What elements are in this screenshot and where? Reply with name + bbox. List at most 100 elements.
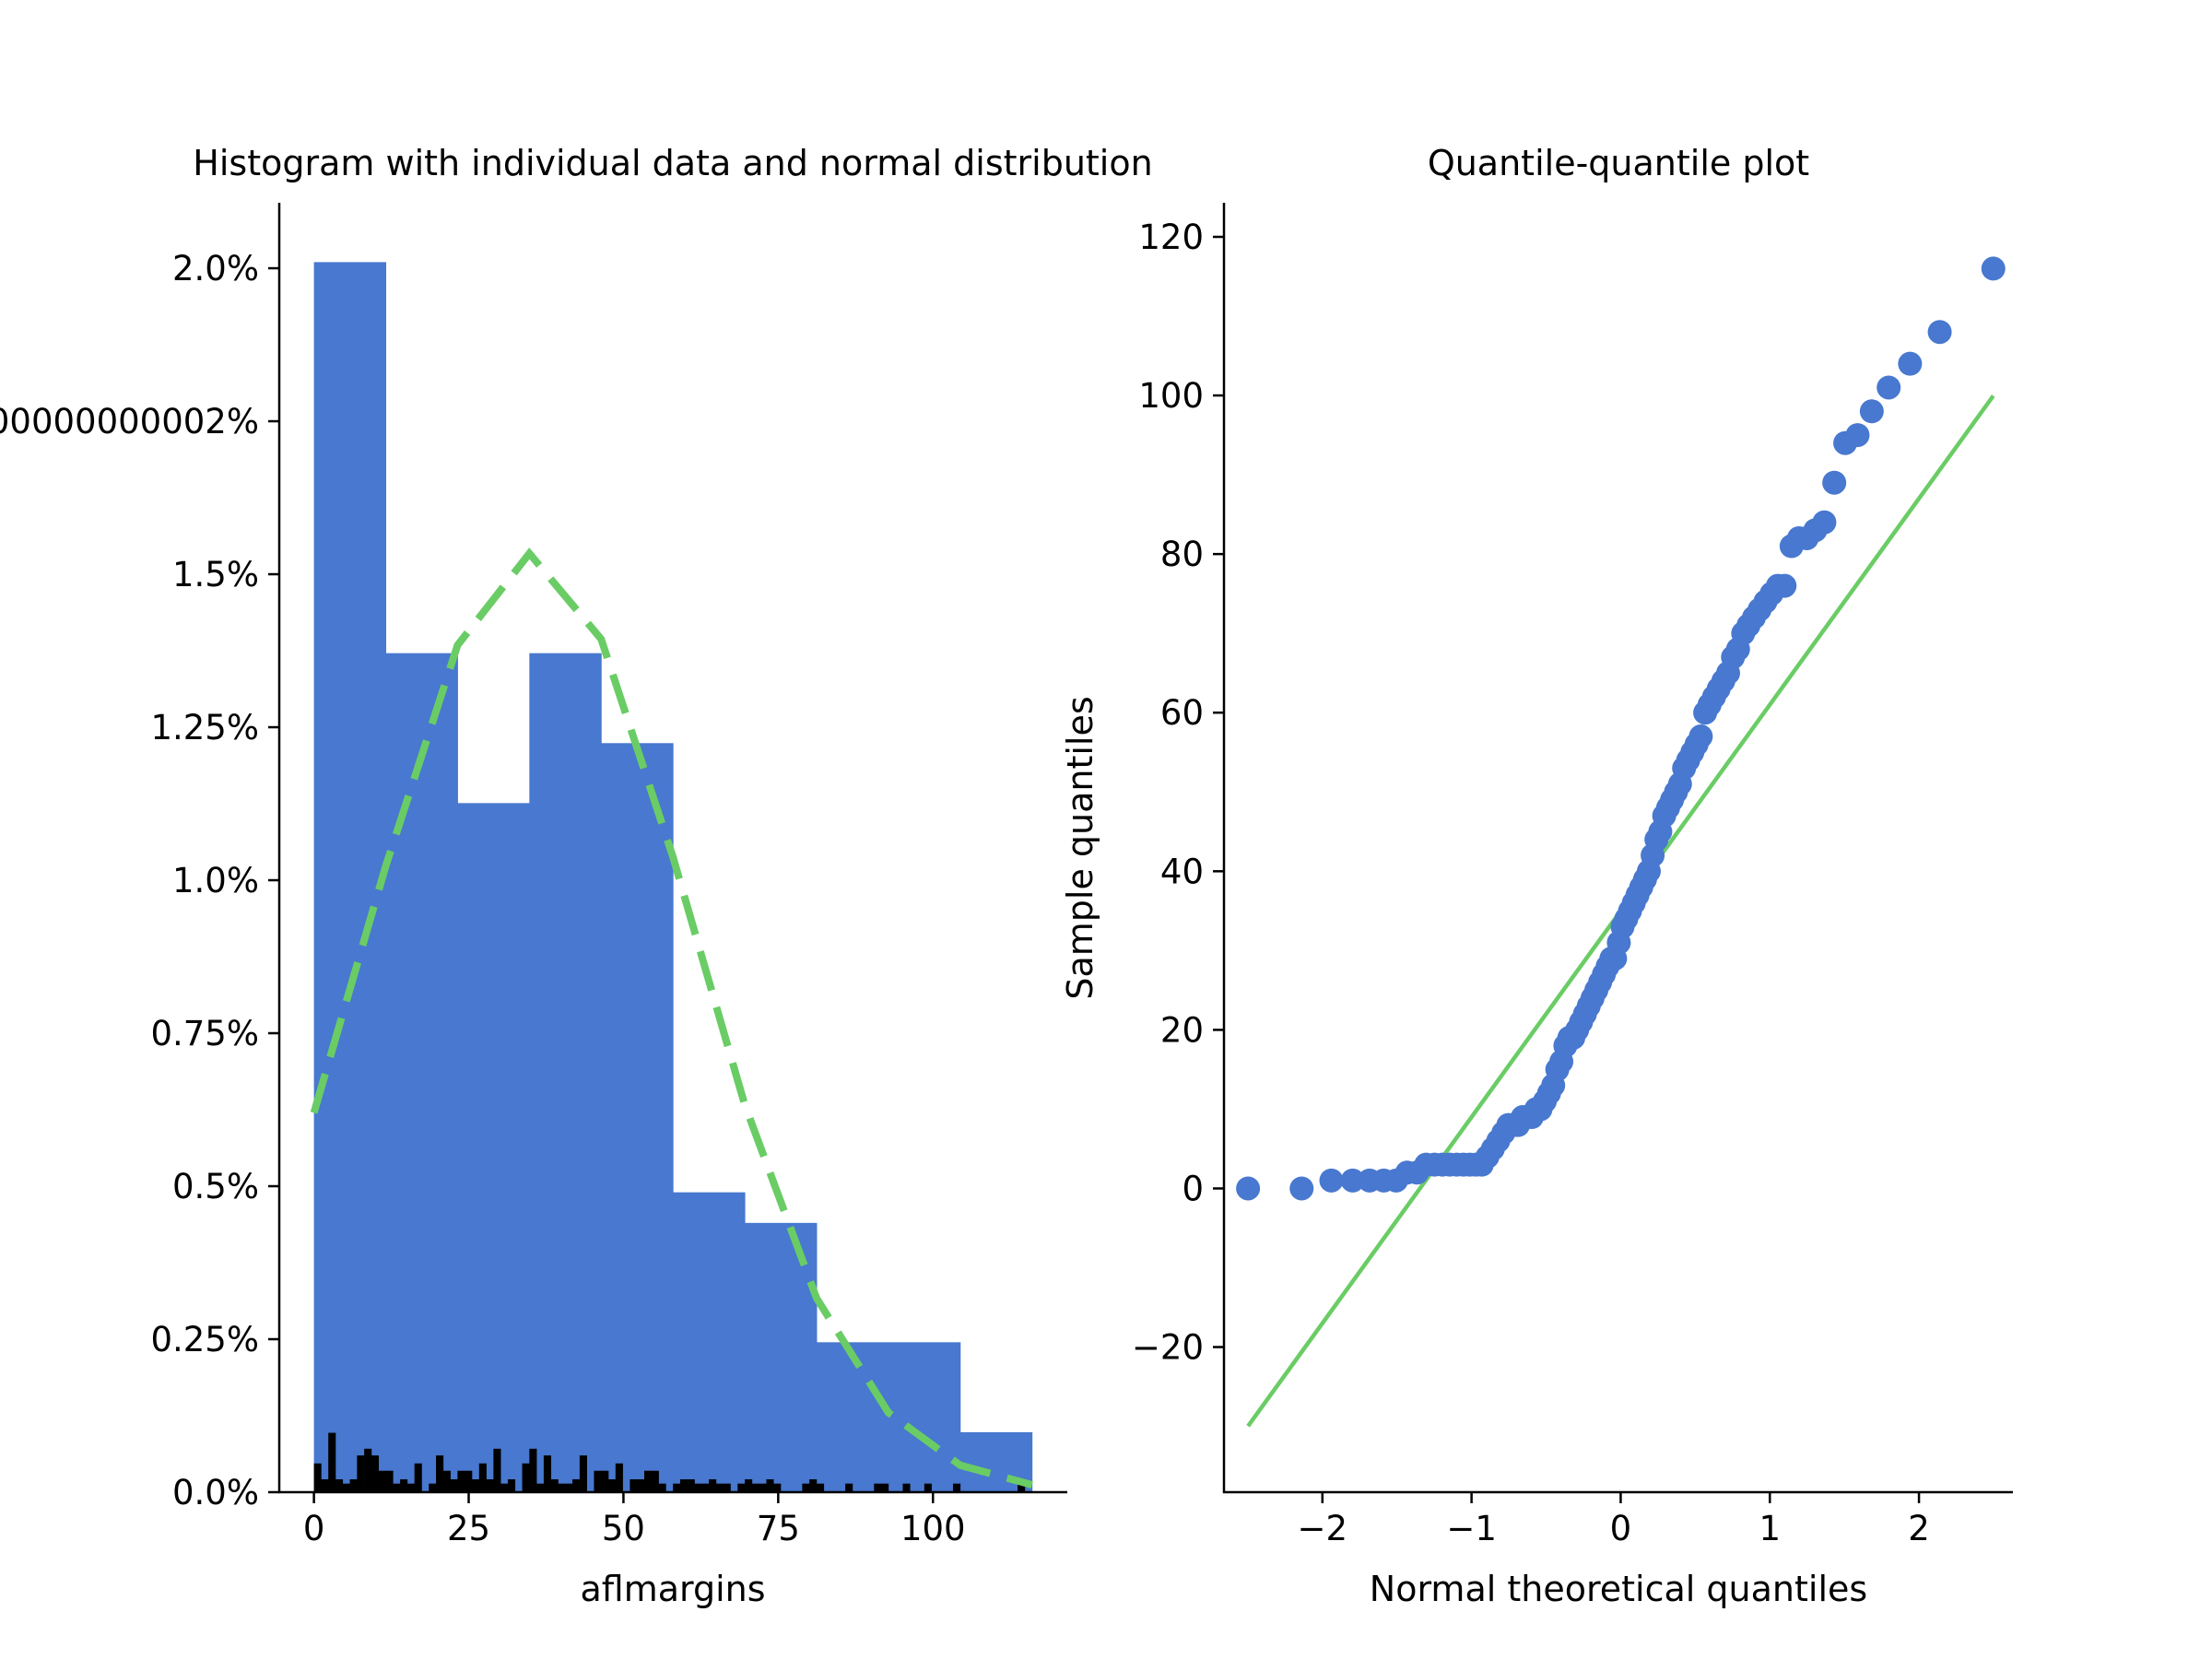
- individual-data-bar: [414, 1463, 422, 1492]
- individual-data-bar: [393, 1483, 401, 1492]
- individual-data-bar: [313, 1463, 322, 1492]
- histogram-bar: [385, 653, 458, 1492]
- qq-point: [1289, 1176, 1314, 1201]
- individual-data-bar: [342, 1483, 350, 1492]
- y-tick-label: 80: [1160, 535, 1204, 574]
- individual-data-bar: [321, 1479, 329, 1492]
- individual-data-bars: [313, 1432, 1026, 1492]
- histogram-bar: [457, 803, 530, 1492]
- y-tick-label: 2.0%: [172, 249, 259, 288]
- qq-point: [1981, 256, 2006, 281]
- y-tick-label: 0.5%: [172, 1167, 259, 1206]
- qq-points: [1236, 256, 2006, 1201]
- individual-data-bar: [536, 1483, 545, 1492]
- individual-data-bar: [378, 1470, 386, 1492]
- individual-data-bar: [543, 1455, 552, 1492]
- individual-data-bar: [715, 1483, 724, 1492]
- x-tick-label: 100: [900, 1509, 966, 1548]
- individual-data-bar: [709, 1479, 717, 1492]
- individual-data-bar: [608, 1479, 617, 1492]
- y-tick-label: 0.0%: [172, 1473, 259, 1512]
- histogram-bar: [816, 1342, 889, 1492]
- qq-ticks: −2 −1 0 1 2 −20 0 20 40 60 80 100 120: [1132, 218, 1930, 1548]
- individual-data-bar: [328, 1432, 336, 1492]
- histogram-bar: [529, 653, 602, 1492]
- individual-data-bar: [687, 1479, 695, 1492]
- individual-data-bar: [478, 1463, 487, 1492]
- individual-data-bar: [442, 1470, 451, 1492]
- individual-data-bar: [1018, 1483, 1026, 1492]
- histogram-bar: [601, 743, 674, 1492]
- individual-data-bar: [874, 1483, 882, 1492]
- individual-data-bar: [594, 1470, 602, 1492]
- individual-data-bar: [572, 1479, 581, 1492]
- individual-data-bar: [385, 1470, 394, 1492]
- individual-data-bar: [450, 1479, 458, 1492]
- individual-data-bar: [723, 1483, 731, 1492]
- individual-data-bar: [953, 1483, 961, 1492]
- individual-data-bar: [457, 1470, 465, 1492]
- individual-data-bar: [550, 1479, 559, 1492]
- y-tick-label: 1.25%: [150, 708, 259, 747]
- y-tick-label: 60: [1160, 693, 1204, 733]
- individual-data-bar: [465, 1470, 473, 1492]
- individual-data-bar: [845, 1483, 853, 1492]
- qq-point: [1927, 320, 1952, 345]
- individual-data-bar: [673, 1483, 681, 1492]
- histogram-bar: [745, 1222, 818, 1492]
- qq-point: [1688, 724, 1713, 749]
- x-tick-label: 2: [1908, 1509, 1930, 1548]
- individual-data-bar: [565, 1483, 573, 1492]
- qq-point: [1340, 1168, 1365, 1193]
- histogram-ticks: 0 25 50 75 100 0.0% 0.25% 0.5% 0.75% 1.0% 1.25% 1.5…: [0, 249, 966, 1548]
- qq-point: [1319, 1168, 1344, 1193]
- qq-point: [1845, 423, 1870, 448]
- individual-data-bar: [658, 1483, 666, 1492]
- x-tick-label: 0: [1610, 1509, 1632, 1548]
- individual-data-bar: [737, 1483, 746, 1492]
- y-tick-label: 40: [1160, 852, 1204, 891]
- individual-data-bar: [406, 1483, 415, 1492]
- individual-data-bar: [802, 1483, 810, 1492]
- individual-data-bar: [507, 1479, 516, 1492]
- x-tick-label: −1: [1446, 1509, 1497, 1548]
- qq-point: [1772, 573, 1797, 598]
- histogram-x-label: aflmargins: [580, 1569, 765, 1609]
- normal-distribution-curve: [310, 547, 1033, 1488]
- individual-data-bar: [371, 1455, 380, 1492]
- individual-data-bar: [629, 1479, 638, 1492]
- individual-data-bar: [486, 1479, 494, 1492]
- qq-title: Quantile-quantile plot: [1428, 143, 1809, 183]
- individual-data-bar: [335, 1479, 344, 1492]
- y-tick-label: 0.25%: [150, 1320, 259, 1359]
- y-tick-label: −20: [1132, 1328, 1204, 1368]
- x-tick-label: 1: [1759, 1509, 1781, 1548]
- individual-data-bar: [601, 1470, 609, 1492]
- individual-data-bar: [436, 1455, 444, 1492]
- histogram-bar: [673, 1192, 746, 1492]
- y-tick-label: 0.75%: [150, 1014, 259, 1053]
- individual-data-bar: [701, 1483, 710, 1492]
- individual-data-bar: [816, 1483, 825, 1492]
- individual-data-bar: [357, 1455, 365, 1492]
- y-tick-label: 1.5%: [172, 555, 259, 594]
- histogram-title: Histogram with individual data and norma…: [193, 143, 1152, 183]
- individual-data-bar: [522, 1463, 530, 1492]
- histogram-axes: 0 25 50 75 100 0.0% 0.25% 0.5% 0.75% 1.0% 1.25% 1.5…: [0, 143, 1153, 1609]
- y-tick-label: 20: [1160, 1010, 1204, 1050]
- x-tick-label: 50: [602, 1509, 645, 1548]
- individual-data-bar: [472, 1479, 480, 1492]
- x-tick-label: 0: [303, 1509, 325, 1548]
- individual-data-bar: [558, 1483, 566, 1492]
- individual-data-bar: [579, 1455, 587, 1492]
- individual-data-bar: [500, 1483, 509, 1492]
- individual-data-bar: [751, 1483, 759, 1492]
- individual-data-bar: [902, 1483, 911, 1492]
- qq-point: [1898, 351, 1923, 376]
- histogram-bars: [313, 262, 1033, 1493]
- individual-data-bar: [364, 1448, 372, 1492]
- qq-plot-axes: −2 −1 0 1 2 −20 0 20 40 60 80 100 120 Quantile-quant…: [1060, 143, 2013, 1609]
- individual-data-bar: [400, 1479, 408, 1492]
- individual-data-bar: [349, 1479, 358, 1492]
